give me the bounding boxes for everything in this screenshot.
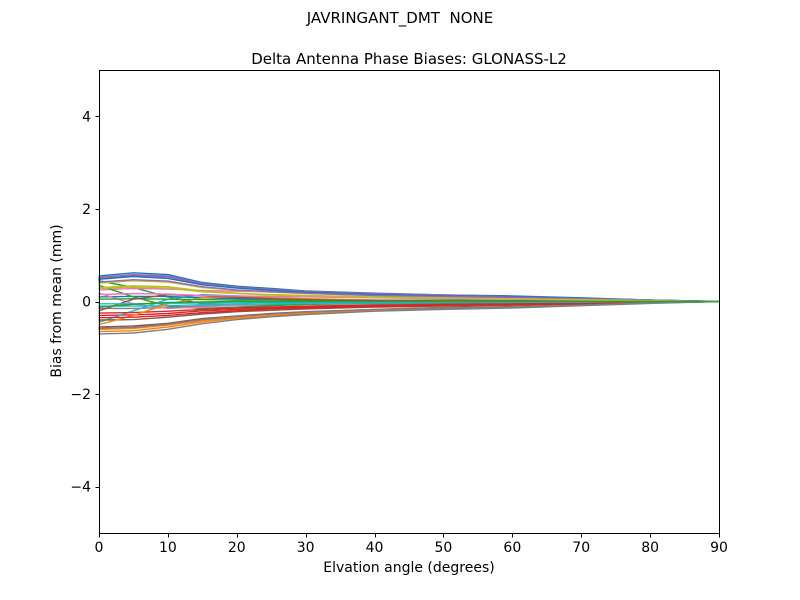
x-tick-label: 10 — [159, 540, 177, 556]
y-tick-label: 2 — [82, 202, 91, 218]
x-tick-label: 60 — [503, 540, 521, 556]
y-tick-label: 4 — [82, 109, 91, 125]
x-tick-label: 70 — [572, 540, 590, 556]
y-tick-label: 0 — [82, 295, 91, 311]
series-line-14 — [98, 300, 720, 314]
series-line-29 — [98, 286, 720, 303]
x-axis-label: Elvation angle (degrees) — [323, 560, 495, 576]
x-tick-label: 0 — [95, 540, 104, 556]
x-tick-label: 40 — [366, 540, 384, 556]
figure-title: JAVRINGANT_DMT NONE — [306, 9, 494, 27]
x-tick-label: 80 — [641, 540, 659, 556]
y-tick-label: −4 — [70, 480, 91, 496]
series-line-25 — [98, 279, 720, 303]
x-tick-label: 30 — [297, 540, 315, 556]
x-tick-label: 90 — [710, 540, 728, 556]
series-line-28 — [98, 300, 720, 330]
axes-title: Delta Antenna Phase Biases: GLONASS-L2 — [251, 50, 567, 68]
y-axis-label-text: Bias from mean (mm) — [49, 224, 65, 378]
y-tick-label: −2 — [70, 387, 91, 403]
x-tick-label: 50 — [435, 540, 453, 556]
series-line-24 — [98, 300, 720, 319]
x-tick-label: 20 — [228, 540, 246, 556]
series-line-31 — [98, 300, 720, 308]
